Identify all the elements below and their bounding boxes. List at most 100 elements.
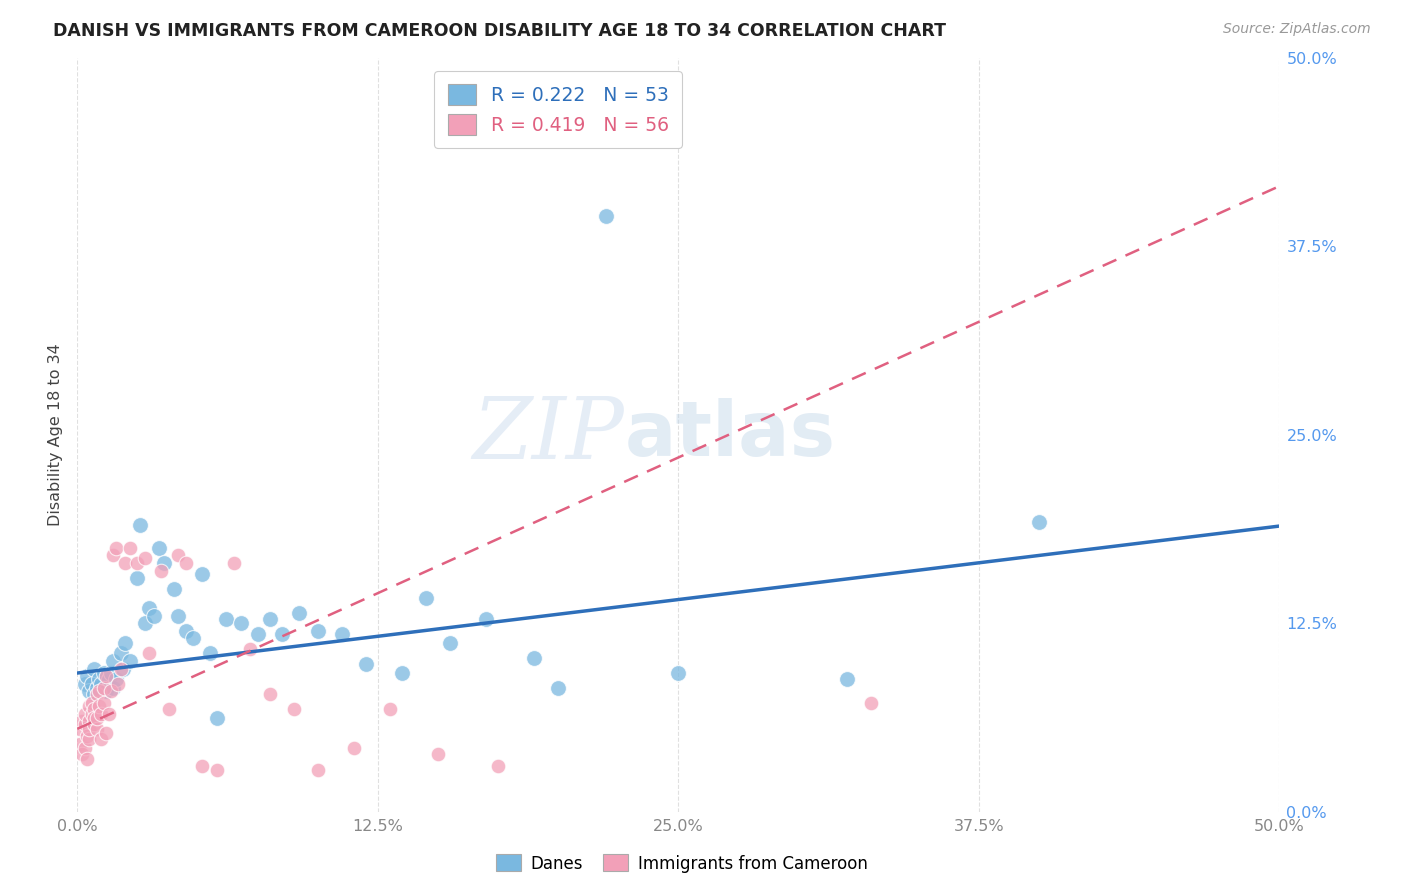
- Point: [100, 666, 122, 681]
- Point: [270, 627, 292, 641]
- Point: [96, 726, 118, 740]
- Point: [191, 566, 214, 581]
- Point: [167, 549, 190, 563]
- Point: [97, 706, 120, 721]
- Point: [378, 702, 401, 716]
- Point: [90, 676, 112, 690]
- Text: DANISH VS IMMIGRANTS FROM CAMEROON DISABILITY AGE 18 TO 34 CORRELATION CHART: DANISH VS IMMIGRANTS FROM CAMEROON DISAB…: [53, 22, 946, 40]
- Point: [181, 632, 204, 646]
- Y-axis label: Disability Age 18 to 34: Disability Age 18 to 34: [48, 343, 63, 526]
- Point: [73, 741, 96, 756]
- Point: [427, 747, 450, 762]
- Point: [595, 209, 617, 223]
- Point: [83, 717, 105, 731]
- Point: [120, 541, 142, 555]
- Point: [86, 681, 108, 695]
- Point: [86, 722, 108, 736]
- Point: [127, 571, 149, 585]
- Point: [205, 763, 228, 777]
- Point: [114, 636, 136, 650]
- Point: [343, 741, 366, 756]
- Point: [191, 759, 214, 773]
- Point: [110, 661, 132, 675]
- Point: [157, 702, 180, 716]
- Point: [107, 676, 129, 690]
- Point: [69, 737, 91, 751]
- Point: [354, 657, 377, 671]
- Point: [330, 627, 353, 641]
- Point: [73, 717, 96, 731]
- Point: [835, 672, 858, 686]
- Point: [76, 669, 98, 683]
- Point: [205, 711, 228, 725]
- Point: [83, 711, 105, 725]
- Point: [114, 556, 136, 570]
- Point: [73, 676, 96, 690]
- Point: [167, 608, 190, 623]
- Point: [76, 730, 98, 744]
- Point: [97, 672, 120, 686]
- Point: [90, 732, 112, 747]
- Point: [307, 624, 329, 638]
- Legend: R = 0.222   N = 53, R = 0.419   N = 56: R = 0.222 N = 53, R = 0.419 N = 56: [434, 71, 682, 148]
- Point: [229, 616, 252, 631]
- Point: [246, 627, 269, 641]
- Point: [287, 606, 309, 620]
- Point: [198, 647, 221, 661]
- Point: [93, 681, 115, 695]
- Point: [79, 699, 101, 714]
- Point: [547, 681, 569, 695]
- Point: [83, 661, 105, 675]
- Point: [668, 666, 690, 681]
- Point: [1028, 516, 1050, 530]
- Point: [120, 654, 142, 668]
- Text: ZIP: ZIP: [472, 393, 624, 476]
- Point: [162, 582, 184, 596]
- Point: [239, 641, 262, 656]
- Legend: Danes, Immigrants from Cameroon: Danes, Immigrants from Cameroon: [489, 847, 875, 880]
- Point: [93, 666, 115, 681]
- Point: [174, 556, 197, 570]
- Point: [150, 564, 173, 578]
- Point: [87, 672, 110, 686]
- Point: [138, 647, 160, 661]
- Point: [523, 651, 546, 665]
- Point: [83, 687, 105, 701]
- Point: [76, 752, 98, 766]
- Point: [134, 551, 156, 566]
- Text: Source: ZipAtlas.com: Source: ZipAtlas.com: [1223, 22, 1371, 37]
- Point: [128, 518, 150, 533]
- Point: [111, 661, 134, 675]
- Point: [104, 541, 127, 555]
- Point: [79, 684, 101, 698]
- Point: [87, 699, 110, 714]
- Point: [215, 612, 238, 626]
- Point: [96, 669, 118, 683]
- Point: [103, 681, 125, 695]
- Point: [259, 612, 281, 626]
- Point: [79, 732, 101, 747]
- Point: [96, 684, 118, 698]
- Point: [70, 714, 93, 729]
- Point: [415, 591, 437, 605]
- Point: [153, 556, 176, 570]
- Point: [93, 696, 115, 710]
- Point: [100, 684, 122, 698]
- Point: [110, 647, 132, 661]
- Point: [83, 702, 105, 716]
- Point: [138, 601, 160, 615]
- Point: [859, 696, 882, 710]
- Text: atlas: atlas: [624, 398, 835, 472]
- Point: [80, 676, 103, 690]
- Point: [143, 608, 166, 623]
- Point: [475, 612, 498, 626]
- Point: [86, 687, 108, 701]
- Point: [79, 714, 101, 729]
- Point: [134, 616, 156, 631]
- Point: [307, 763, 329, 777]
- Point: [127, 556, 149, 570]
- Point: [103, 549, 125, 563]
- Point: [70, 747, 93, 762]
- Point: [103, 654, 125, 668]
- Point: [259, 687, 281, 701]
